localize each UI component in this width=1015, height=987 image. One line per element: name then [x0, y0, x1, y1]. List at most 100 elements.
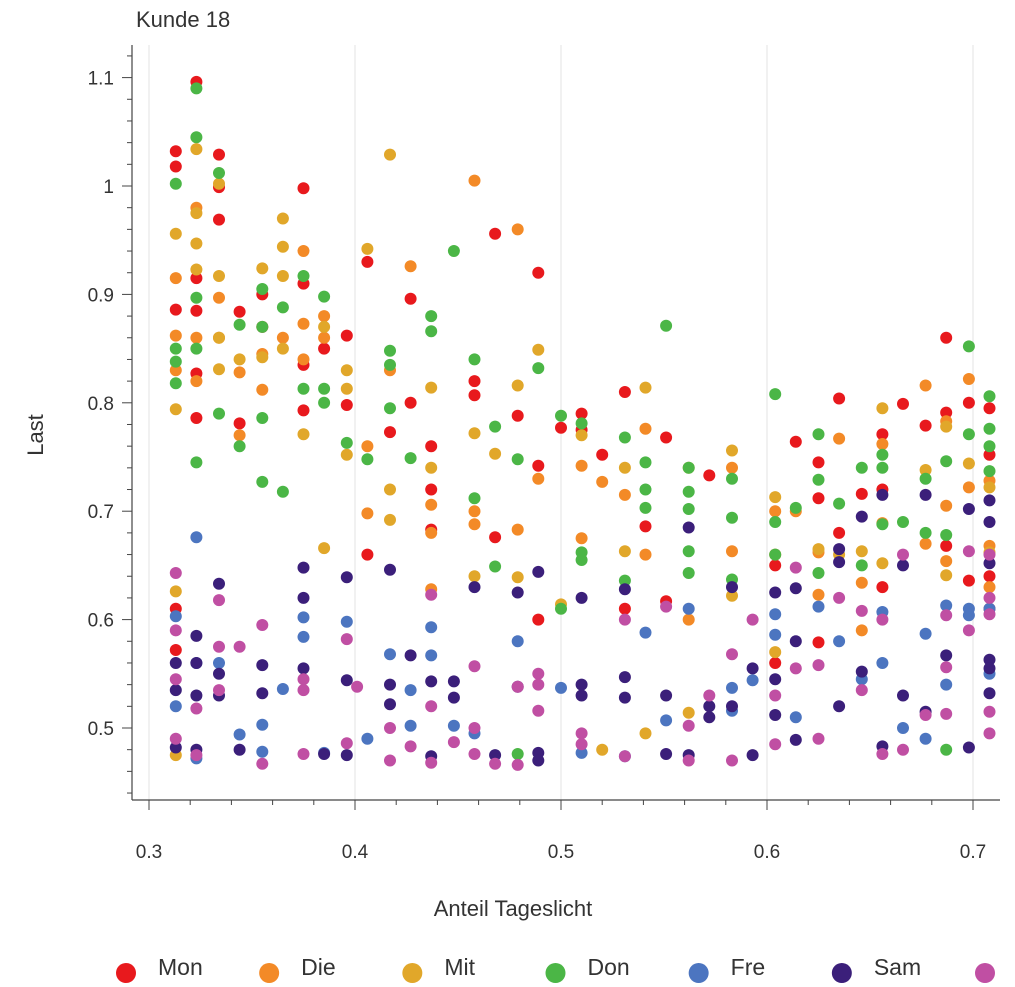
- y-axis-title: Last: [23, 414, 48, 456]
- data-point: [660, 714, 673, 727]
- data-point: [555, 409, 567, 422]
- data-point: [276, 683, 289, 695]
- data-point: [297, 353, 310, 366]
- series-mit: [169, 143, 996, 762]
- chart-title: Kunde 18: [136, 7, 230, 32]
- data-point: [404, 684, 417, 697]
- data-point: [962, 609, 975, 622]
- data-point: [876, 438, 889, 450]
- data-point: [876, 402, 889, 415]
- x-tick-label: 0.7: [960, 842, 986, 863]
- data-point: [213, 363, 225, 376]
- series-mon: [169, 75, 996, 669]
- data-point: [511, 758, 524, 771]
- data-point: [919, 419, 932, 432]
- data-point: [769, 608, 782, 621]
- data-point: [618, 750, 631, 763]
- legend-marker: [545, 963, 566, 983]
- data-point: [318, 331, 331, 344]
- data-point: [789, 711, 802, 724]
- legend: Mon Die Mit Don Fre Sam Son: [116, 954, 995, 983]
- data-point: [919, 464, 932, 476]
- data-point: [983, 390, 996, 403]
- data-point: [919, 379, 932, 392]
- data-point: [169, 585, 182, 598]
- data-point: [812, 456, 825, 469]
- data-point: [425, 526, 438, 539]
- x-axis-ticks: 0.3 0.4 0.5 0.6 0.7: [136, 800, 986, 863]
- data-point: [575, 417, 588, 430]
- data-point: [361, 732, 374, 745]
- data-point: [639, 626, 652, 639]
- data-point: [575, 727, 588, 740]
- data-point: [340, 674, 353, 687]
- data-point: [340, 329, 353, 342]
- data-point: [169, 377, 182, 390]
- data-point: [384, 426, 396, 439]
- data-point: [983, 591, 996, 604]
- data-point: [897, 689, 909, 702]
- data-point: [404, 292, 417, 305]
- data-point: [213, 291, 225, 304]
- data-point: [682, 461, 695, 474]
- data-point: [318, 748, 331, 760]
- data-points: [169, 75, 996, 771]
- legend-marker: [116, 963, 136, 983]
- data-point: [297, 270, 310, 282]
- data-point: [190, 629, 203, 642]
- data-point: [682, 503, 695, 515]
- data-point: [318, 290, 331, 303]
- data-point: [213, 213, 225, 226]
- series-sam: [169, 488, 996, 767]
- data-point: [639, 548, 652, 561]
- data-point: [897, 397, 909, 410]
- data-point: [276, 301, 289, 314]
- data-point: [190, 291, 203, 304]
- data-point: [351, 680, 364, 693]
- data-point: [618, 461, 631, 474]
- data-point: [489, 560, 502, 573]
- data-point: [897, 516, 909, 528]
- data-point: [297, 630, 310, 643]
- data-point: [532, 754, 545, 767]
- data-point: [962, 373, 975, 385]
- data-point: [233, 743, 246, 756]
- data-point: [169, 364, 182, 377]
- data-point: [789, 501, 802, 514]
- data-point: [726, 589, 738, 602]
- data-point: [789, 662, 802, 675]
- data-point: [962, 457, 975, 470]
- data-point: [876, 461, 889, 474]
- data-point: [511, 748, 524, 760]
- data-point: [213, 270, 225, 282]
- data-point: [340, 364, 353, 377]
- data-point: [876, 581, 889, 594]
- data-point: [190, 749, 203, 762]
- data-point: [812, 473, 825, 486]
- data-point: [190, 689, 203, 702]
- data-point: [660, 689, 673, 702]
- legend-item-fre: Fre: [688, 954, 765, 983]
- data-point: [833, 543, 846, 556]
- data-point: [425, 675, 438, 688]
- data-point: [575, 689, 588, 702]
- data-point: [340, 571, 353, 584]
- data-point: [468, 748, 481, 760]
- data-point: [233, 366, 246, 379]
- data-point: [639, 381, 652, 394]
- data-point: [769, 738, 782, 751]
- data-point: [468, 722, 481, 734]
- data-point: [876, 657, 889, 669]
- data-point: [340, 615, 353, 628]
- data-point: [190, 272, 203, 285]
- data-point: [169, 342, 182, 355]
- data-point: [726, 700, 738, 713]
- data-point: [575, 591, 588, 604]
- data-point: [233, 353, 246, 366]
- data-point: [618, 613, 631, 626]
- data-point: [404, 719, 417, 732]
- data-point: [404, 649, 417, 662]
- data-point: [746, 613, 759, 626]
- data-point: [897, 743, 909, 756]
- data-point: [940, 678, 953, 691]
